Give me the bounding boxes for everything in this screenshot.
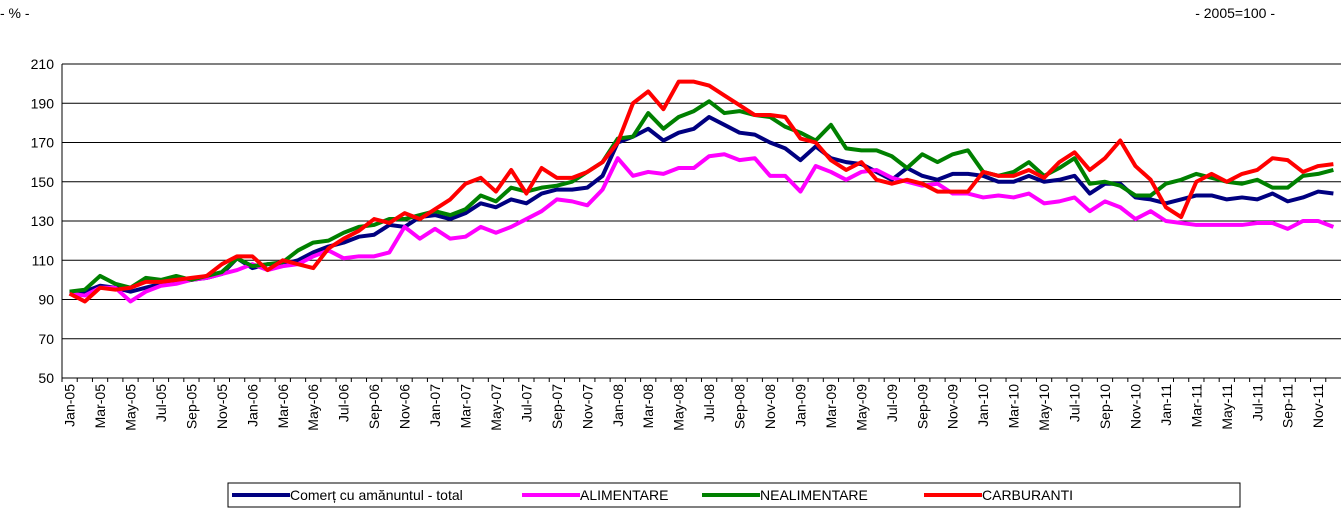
x-tick-label: Mar-11 bbox=[1188, 384, 1204, 428]
x-tick-label: Mar-05 bbox=[92, 384, 108, 429]
y-tick-label: 90 bbox=[38, 292, 54, 308]
y-tick-label: 150 bbox=[31, 174, 55, 190]
x-tick-label: Mar-08 bbox=[640, 384, 656, 429]
x-tick-label: May-08 bbox=[671, 384, 687, 431]
x-tick-label: Jan-05 bbox=[62, 384, 78, 427]
x-tick-label: Jul-08 bbox=[701, 384, 717, 422]
x-tick-label: Nov-07 bbox=[579, 384, 595, 429]
x-tick-label: Jul-09 bbox=[884, 384, 900, 422]
unit-label: - % - bbox=[0, 5, 30, 21]
x-tick-label: Jul-05 bbox=[153, 384, 169, 422]
x-tick-label: Nov-09 bbox=[945, 384, 961, 429]
legend-label: Comerț cu amănuntul - total bbox=[290, 487, 463, 503]
legend-label: NEALIMENTARE bbox=[760, 487, 868, 503]
x-tick-label: Jan-08 bbox=[610, 384, 626, 427]
y-tick-label: 110 bbox=[32, 252, 55, 268]
x-tick-label: May-09 bbox=[853, 384, 869, 431]
x-tick-label: Mar-10 bbox=[1006, 384, 1022, 429]
x-tick-label: Mar-06 bbox=[275, 384, 291, 429]
x-tick-label: Jan-07 bbox=[427, 384, 443, 427]
x-tick-label: Nov-06 bbox=[397, 384, 413, 429]
x-tick-label: Jul-10 bbox=[1067, 384, 1083, 422]
x-tick-label: Nov-10 bbox=[1127, 384, 1143, 429]
y-tick-label: 170 bbox=[31, 135, 55, 151]
series-line bbox=[68, 79, 1334, 304]
legend-label: CARBURANTI bbox=[982, 487, 1073, 503]
x-tick-label: Sep-07 bbox=[549, 384, 565, 429]
x-tick-label: Jul-06 bbox=[336, 384, 352, 422]
x-tick-label: May-11 bbox=[1219, 384, 1235, 430]
y-tick-label: 210 bbox=[31, 56, 55, 72]
y-tick-label: 70 bbox=[38, 331, 54, 347]
x-tick-label: Sep-10 bbox=[1097, 384, 1113, 429]
x-tick-label: Nov-05 bbox=[214, 384, 230, 429]
x-tick-label: Sep-05 bbox=[183, 384, 199, 429]
x-tick-label: Jan-06 bbox=[244, 384, 260, 427]
legend-label: ALIMENTARE bbox=[580, 487, 668, 503]
y-tick-label: 130 bbox=[31, 213, 55, 229]
base-label: - 2005=100 - bbox=[1195, 5, 1275, 21]
x-tick-label: May-07 bbox=[488, 384, 504, 431]
x-tick-label: Jan-10 bbox=[975, 384, 991, 427]
series-line bbox=[69, 152, 1335, 304]
x-tick-label: Mar-07 bbox=[457, 384, 473, 429]
x-tick-label: Sep-08 bbox=[732, 384, 748, 429]
y-tick-label: 50 bbox=[38, 370, 54, 386]
x-tick-label: Sep-09 bbox=[914, 384, 930, 429]
x-tick-label: May-10 bbox=[1036, 384, 1052, 431]
x-tick-label: Mar-09 bbox=[823, 384, 839, 429]
x-tick-label: Sep-11 bbox=[1280, 384, 1296, 428]
x-tick-label: May-06 bbox=[305, 384, 321, 431]
y-tick-label: 190 bbox=[31, 95, 55, 111]
x-tick-label: Sep-06 bbox=[366, 384, 382, 429]
x-tick-label: May-05 bbox=[123, 384, 139, 431]
x-tick-label: Nov-11 bbox=[1310, 384, 1326, 428]
x-tick-label: Jan-09 bbox=[792, 384, 808, 427]
x-tick-label: Nov-08 bbox=[762, 384, 778, 429]
x-tick-label: Jul-07 bbox=[518, 384, 534, 422]
x-tick-label: Jan-11 bbox=[1158, 384, 1174, 426]
x-tick-label: Jul-11 bbox=[1249, 384, 1265, 421]
